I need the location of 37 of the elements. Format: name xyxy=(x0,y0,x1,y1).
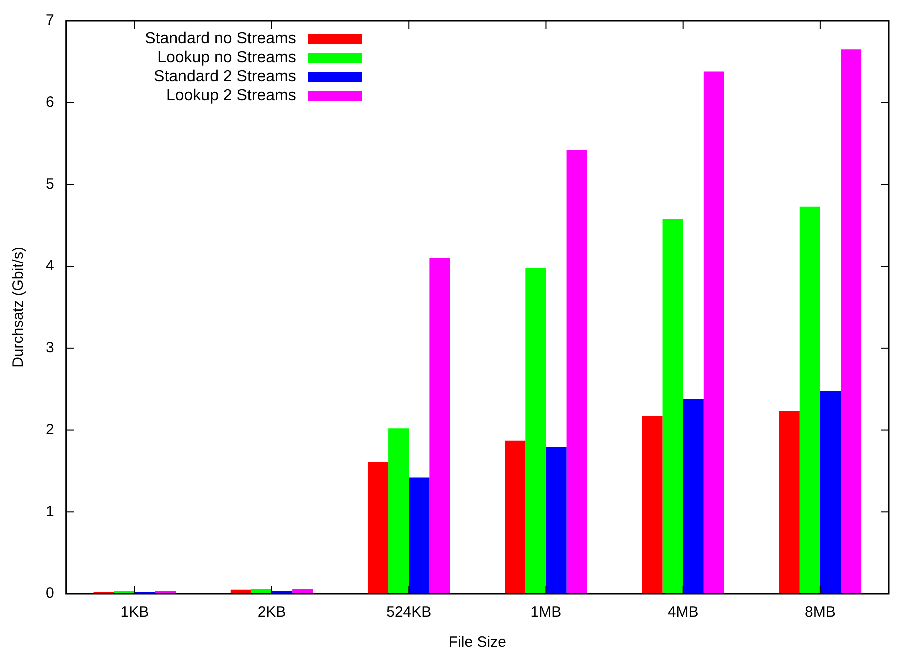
y-tick-label: 1 xyxy=(46,503,54,520)
bar xyxy=(800,206,820,594)
bar xyxy=(368,462,389,594)
legend-label: Standard 2 Streams xyxy=(154,68,296,86)
x-tick-label: 1KB xyxy=(120,604,150,622)
bar xyxy=(505,440,526,594)
y-tick-label: 6 xyxy=(46,94,54,111)
bar xyxy=(662,219,684,594)
legend-label: Lookup no Streams xyxy=(158,49,296,66)
legend-label: Lookup 2 Streams xyxy=(166,87,296,104)
bar xyxy=(566,150,588,594)
bar xyxy=(841,50,862,594)
x-tick-label: 2KB xyxy=(258,604,286,622)
x-tick-label: 4MB xyxy=(668,604,699,622)
bar xyxy=(683,399,704,594)
y-tick-label: 7 xyxy=(46,12,54,30)
x-axis-title: File Size xyxy=(448,634,506,652)
bar xyxy=(526,268,546,594)
bar xyxy=(546,447,567,594)
bar xyxy=(430,258,450,594)
y-tick-label: 0 xyxy=(46,585,54,602)
y-tick-label: 2 xyxy=(46,421,54,438)
bar xyxy=(704,72,724,594)
x-tick-label: 1MB xyxy=(530,604,562,622)
x-tick-label: 8MB xyxy=(805,604,836,622)
legend-label: Standard no Streams xyxy=(145,30,296,48)
y-axis-title: Durchsatz (Gbit/s) xyxy=(10,247,28,368)
y-tick-label: 4 xyxy=(46,258,54,275)
x-tick-label: 524KB xyxy=(386,604,432,622)
bar xyxy=(820,390,842,594)
bar xyxy=(409,478,430,594)
bar xyxy=(292,589,314,594)
bar xyxy=(642,416,663,594)
bar xyxy=(779,411,800,594)
y-tick-label: 3 xyxy=(46,340,54,357)
y-tick-label: 5 xyxy=(46,176,54,193)
bar xyxy=(388,428,410,594)
